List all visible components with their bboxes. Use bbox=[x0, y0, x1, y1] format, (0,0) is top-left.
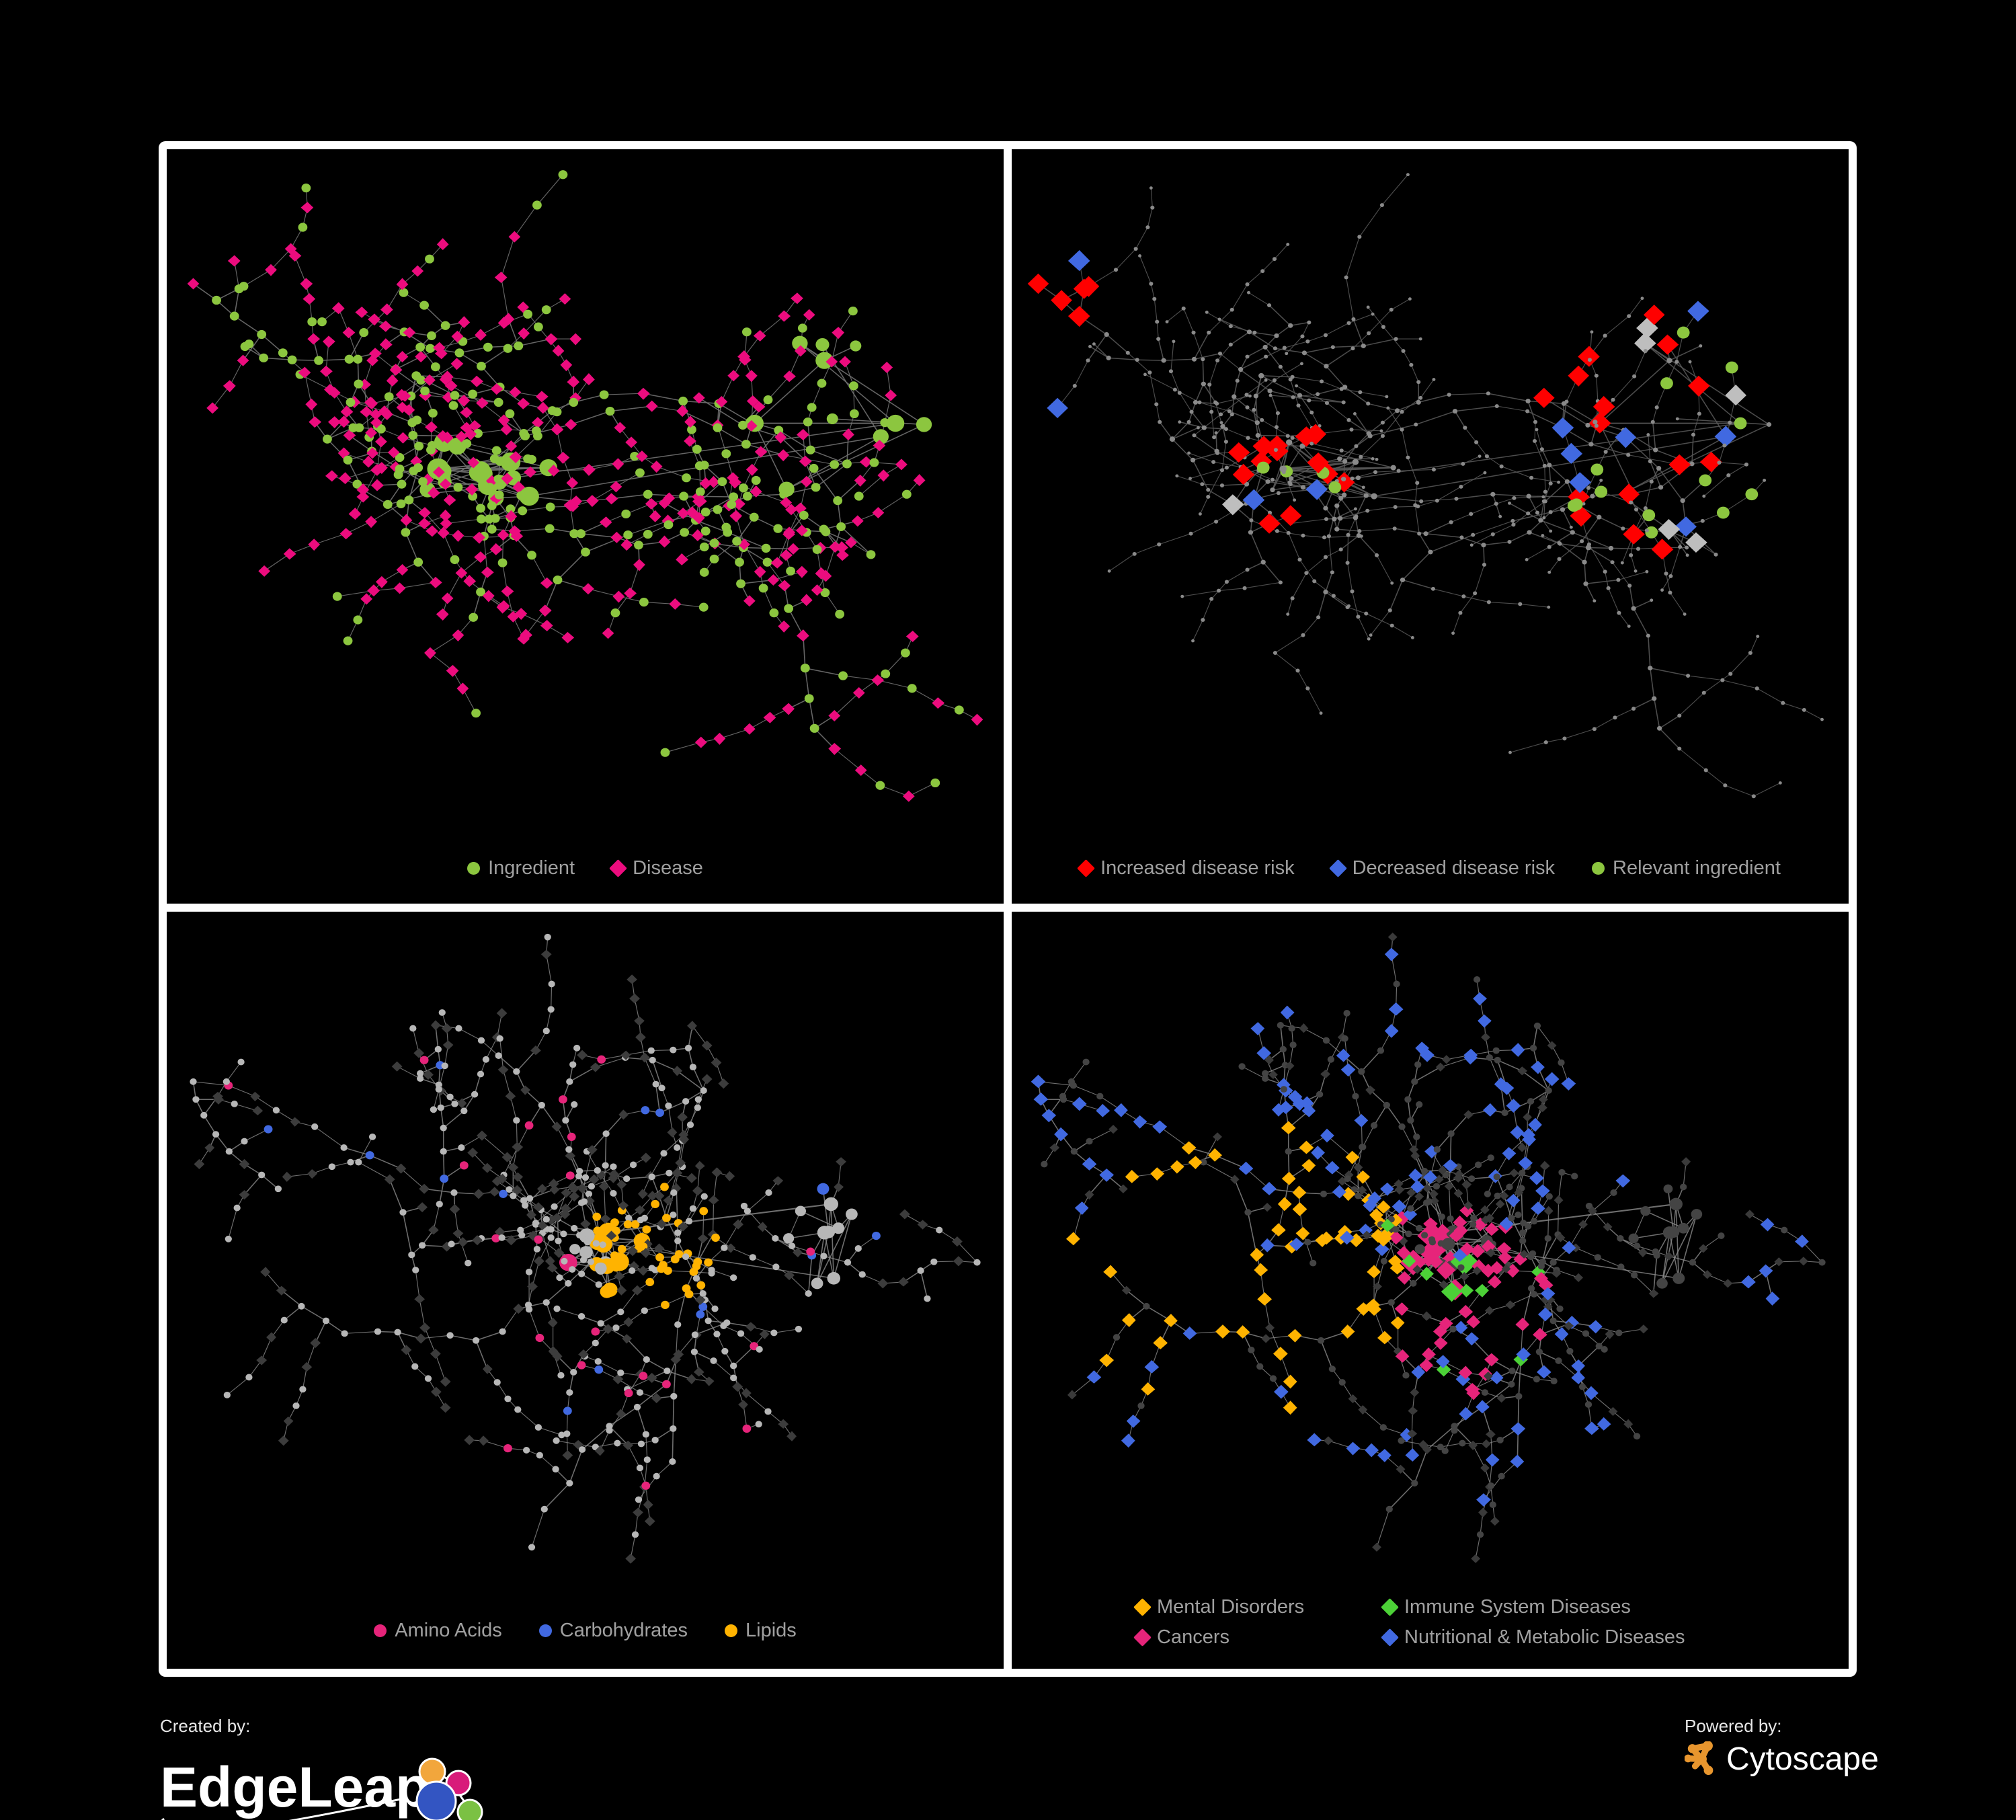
svg-text:EdgeLeap: EdgeLeap bbox=[160, 1755, 430, 1819]
